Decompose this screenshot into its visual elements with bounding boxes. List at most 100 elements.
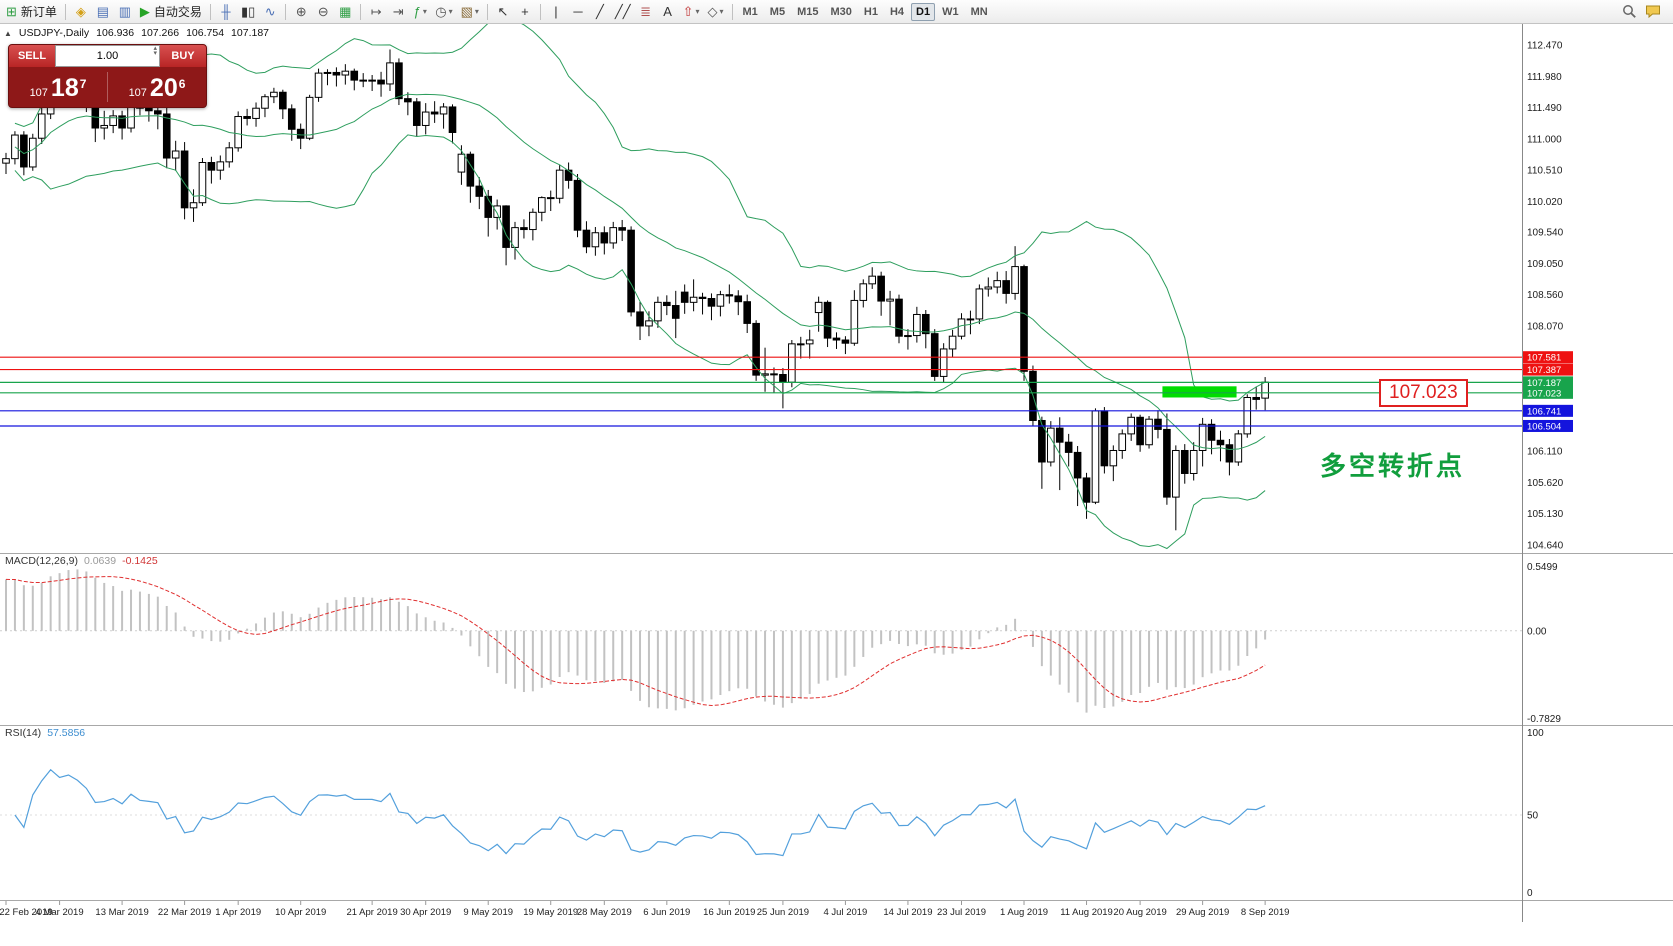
symbol-period-label: USDJPY-,Daily	[18, 27, 90, 39]
text-icon: A	[663, 4, 672, 19]
price-tag-106.504: 106.504	[1523, 419, 1573, 432]
autotrading-button[interactable]: ▶ 自动交易	[137, 2, 205, 22]
svg-text:106.504: 106.504	[1527, 421, 1561, 432]
line-chart-button[interactable]: ∿	[260, 2, 280, 22]
profile-button[interactable]: ◈	[71, 2, 91, 22]
candle-body	[546, 197, 555, 200]
highlight-rectangle[interactable]	[1162, 386, 1237, 398]
clock-icon: ◷	[435, 4, 447, 19]
volume-box[interactable]: 1.00 ▴ ▾	[55, 45, 160, 67]
candle-body	[814, 301, 823, 314]
candle-body	[448, 106, 457, 133]
new-order-button[interactable]: ⊞ 新订单	[3, 2, 60, 22]
date-axis-label: 20 Aug 2019	[1113, 907, 1166, 918]
buy-price[interactable]: 107 20 6	[128, 73, 186, 102]
timeframe-m1[interactable]: M1	[738, 3, 763, 21]
date-axis-label: 21 Apr 2019	[347, 907, 398, 918]
cursor-tool[interactable]: ↖	[493, 2, 513, 22]
shapes-tool[interactable]: ◇ ▾	[705, 2, 727, 22]
text-tool[interactable]: A	[658, 2, 678, 22]
candle-body	[1180, 449, 1189, 474]
arrows-tool[interactable]: ⇧ ▾	[680, 2, 703, 22]
rsi-indicator-label: RSI(14) 57.5856	[5, 727, 85, 739]
candle-body	[225, 147, 234, 163]
search-button[interactable]	[1619, 2, 1640, 22]
timeframe-m5[interactable]: M5	[765, 3, 790, 21]
chart-canvas[interactable]: 112.470 111.980 111.490 111.000 110.510 110.0…	[0, 24, 1673, 946]
candle-body	[261, 96, 269, 109]
candle-body	[207, 161, 216, 171]
candle-body	[305, 96, 314, 139]
timeframe-h4[interactable]: H4	[885, 3, 909, 21]
candle-body	[421, 111, 430, 126]
tile-windows-button[interactable]: ▦	[335, 2, 355, 22]
candle-body	[895, 298, 903, 337]
candle-body	[198, 161, 207, 204]
chart-shift-button[interactable]: ⇥	[388, 2, 408, 22]
trendline-tool[interactable]: ╱	[590, 2, 610, 22]
timeframe-w1[interactable]: W1	[937, 3, 964, 21]
timeframe-d1[interactable]: D1	[911, 2, 936, 21]
timeframe-m30[interactable]: M30	[825, 3, 856, 21]
vertical-line-tool[interactable]: |	[546, 2, 566, 22]
rsi-axis-label: 50	[1527, 811, 1539, 822]
candle-body	[689, 296, 698, 303]
zoom-in-button[interactable]: ⊕	[291, 2, 311, 22]
crosshair-tool[interactable]: +	[515, 2, 535, 22]
market-watch-button[interactable]: ▤	[93, 2, 113, 22]
rsi-title-text: RSI(14)	[5, 727, 42, 739]
candle-body	[529, 211, 537, 231]
buy-button[interactable]: BUY	[160, 45, 206, 67]
price-axis-label: 112.470	[1527, 41, 1563, 52]
navigator-button[interactable]: ▥	[115, 2, 135, 22]
candle-body	[984, 286, 993, 290]
ohlc-high: 107.266	[141, 27, 180, 39]
candle-body	[296, 128, 305, 139]
candle-body	[234, 116, 242, 149]
price-divider	[107, 72, 108, 102]
community-button[interactable]	[1642, 2, 1664, 22]
autotrading-button-label: 自动交易	[153, 5, 202, 19]
sell-button[interactable]: SELL	[9, 45, 55, 67]
toolbar-separator	[731, 3, 733, 20]
candle-body	[1038, 419, 1046, 463]
turning-point-note[interactable]: 多空转折点	[1320, 451, 1466, 481]
macd-signal-value: -0.1425	[122, 555, 158, 567]
candle-body	[1216, 439, 1225, 446]
bar-chart-button[interactable]: ╫	[216, 2, 236, 22]
timeframe-h4-label: H4	[889, 5, 905, 18]
shapes-icon: ◇	[707, 4, 718, 19]
price-level-callout[interactable]: 107.023	[1379, 379, 1468, 407]
candle-body	[162, 113, 171, 159]
price-axis-label: 110.020	[1527, 197, 1563, 208]
candle-body	[921, 313, 930, 335]
price-axis-label: 104.640	[1527, 540, 1564, 551]
candle-body	[654, 301, 662, 322]
volume-down-arrow[interactable]: ▾	[153, 50, 157, 57]
candle-body	[573, 179, 582, 231]
indicators-button[interactable]: ƒ ▾	[410, 2, 430, 22]
one-click-collapse-arrow[interactable]: ▲	[4, 28, 12, 38]
auto-scroll-button[interactable]: ↦	[366, 2, 386, 22]
candlestick-chart-button[interactable]: ▮▯	[238, 2, 258, 22]
timeframe-mn[interactable]: MN	[966, 3, 993, 21]
fibonacci-tool[interactable]: ≣	[636, 2, 656, 22]
horizontal-line-tool[interactable]: ─	[568, 2, 588, 22]
periods-button[interactable]: ◷ ▾	[432, 2, 455, 22]
chart-window[interactable]: 112.470 111.980 111.490 111.000 110.510 110.0…	[0, 24, 1673, 946]
candle-body	[1047, 427, 1055, 463]
candle-body	[404, 98, 412, 103]
timeframe-m30-label: M30	[830, 5, 852, 18]
bollinger-lower-band	[14, 134, 1266, 550]
candle-body	[779, 374, 787, 383]
channel-tool[interactable]: ╱╱	[612, 2, 634, 22]
sell-price[interactable]: 107 18 7	[29, 73, 87, 102]
volume-up-arrow[interactable]: ▴	[153, 45, 157, 52]
timeframe-h1[interactable]: H1	[859, 3, 883, 21]
candle-body	[823, 301, 832, 339]
chevron-down-icon: ▾	[695, 7, 700, 16]
candle-body	[886, 298, 894, 302]
timeframe-m15[interactable]: M15	[792, 3, 823, 21]
zoom-out-button[interactable]: ⊖	[313, 2, 333, 22]
templates-button[interactable]: ▧ ▾	[458, 2, 482, 22]
